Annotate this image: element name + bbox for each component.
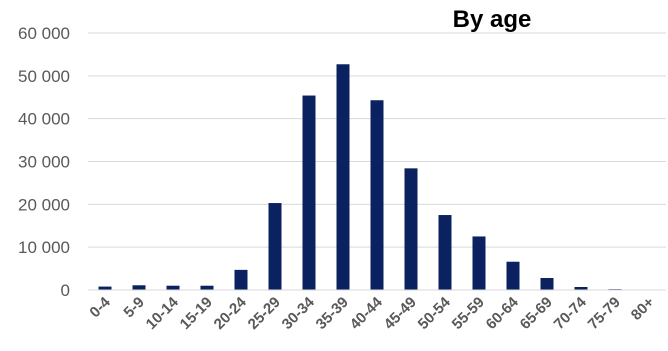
bar-15-19 xyxy=(201,286,214,290)
y-tick-label: 0 xyxy=(61,281,70,300)
bar-30-34 xyxy=(303,96,316,290)
x-tick-label: 35-39 xyxy=(313,294,352,333)
bar-35-39 xyxy=(337,64,350,290)
bar-55-59 xyxy=(473,236,486,290)
bar-10-14 xyxy=(167,286,180,290)
bar-50-54 xyxy=(439,215,452,290)
x-tick-label: 0-4 xyxy=(86,293,114,321)
bar-20-24 xyxy=(235,270,248,290)
bar-45-49 xyxy=(405,168,418,290)
x-tick-label: 25-29 xyxy=(245,294,284,333)
bars xyxy=(99,64,656,290)
x-tick-label: 15-19 xyxy=(177,294,216,333)
y-tick-label: 60 000 xyxy=(18,24,70,43)
bar-65-69 xyxy=(541,278,554,290)
x-tick-label: 80+ xyxy=(628,294,658,324)
x-tick-label: 60-64 xyxy=(483,293,523,333)
y-tick-label: 50 000 xyxy=(18,67,70,86)
x-tick-label: 70-74 xyxy=(551,293,591,333)
y-tick-label: 30 000 xyxy=(18,153,70,172)
bar-5-9 xyxy=(133,285,146,290)
x-tick-label: 55-59 xyxy=(449,294,488,333)
x-tick-label: 75-79 xyxy=(585,294,624,333)
x-tick-label: 45-49 xyxy=(381,294,420,333)
x-tick-label: 30-34 xyxy=(279,293,319,333)
x-tick-label: 65-69 xyxy=(517,294,556,333)
y-axis-tick-labels: 0 10 000 20 000 30 000 40 000 50 000 60 000 xyxy=(18,24,70,300)
y-tick-label: 20 000 xyxy=(18,195,70,214)
x-tick-label: 5-9 xyxy=(120,294,147,321)
x-tick-label: 20-24 xyxy=(211,293,251,333)
x-tick-label: 10-14 xyxy=(143,293,183,333)
x-tick-label: 50-54 xyxy=(415,293,455,333)
bar-0-4 xyxy=(99,287,112,290)
bar-40-44 xyxy=(371,100,384,290)
y-tick-label: 40 000 xyxy=(18,110,70,129)
x-tick-label: 40-44 xyxy=(347,293,387,333)
x-axis-category-labels: 0-4 5-910-1415-1920-2425-2930-3435-3940-4… xyxy=(86,293,658,333)
y-tick-label: 10 000 xyxy=(18,238,70,257)
bar-60-64 xyxy=(507,262,520,290)
chart-title: By age xyxy=(453,6,532,33)
bar-25-29 xyxy=(269,203,282,290)
